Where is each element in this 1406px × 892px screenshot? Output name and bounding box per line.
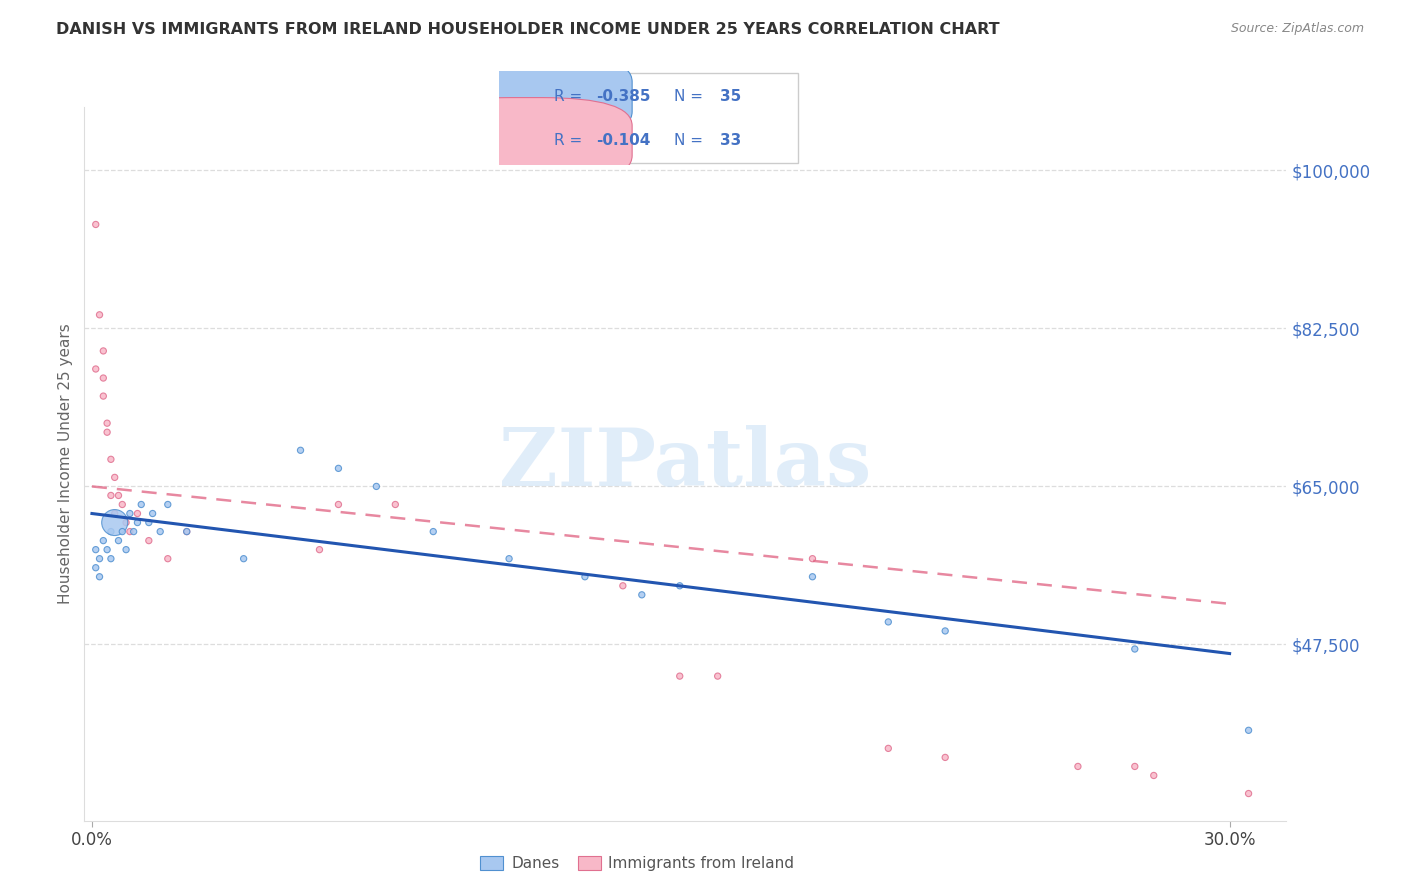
Point	[91, 371, 114, 385]
Point	[142, 507, 165, 521]
Point	[96, 542, 118, 557]
Point	[290, 443, 312, 458]
Point	[104, 516, 127, 530]
Point	[706, 669, 728, 683]
Text: -0.104: -0.104	[596, 133, 650, 148]
Point	[366, 479, 388, 493]
Point	[232, 551, 254, 566]
Point	[1143, 768, 1166, 782]
Point	[668, 579, 690, 593]
Point	[574, 570, 596, 584]
Point	[89, 551, 111, 566]
Point	[107, 488, 129, 502]
Point	[934, 624, 956, 638]
Point	[384, 498, 406, 512]
Point	[877, 741, 900, 756]
Point	[176, 524, 198, 539]
Point	[801, 551, 824, 566]
Point	[156, 551, 179, 566]
FancyBboxPatch shape	[420, 54, 633, 140]
Point	[149, 524, 172, 539]
Point	[118, 524, 141, 539]
Point	[156, 498, 179, 512]
Point	[100, 524, 122, 539]
Point	[107, 533, 129, 548]
Point	[91, 389, 114, 403]
Point	[1067, 759, 1090, 773]
Text: N =: N =	[675, 133, 709, 148]
Point	[96, 416, 118, 430]
Point	[138, 516, 160, 530]
Text: -0.385: -0.385	[596, 89, 651, 104]
Point	[84, 362, 107, 376]
Point	[84, 560, 107, 574]
Point	[176, 524, 198, 539]
Point	[308, 542, 330, 557]
Point	[104, 470, 127, 484]
Point	[630, 588, 652, 602]
Text: 33: 33	[720, 133, 741, 148]
Point	[877, 615, 900, 629]
Point	[801, 570, 824, 584]
Point	[422, 524, 444, 539]
Text: R =: R =	[554, 89, 586, 104]
FancyBboxPatch shape	[420, 97, 633, 184]
Point	[115, 542, 138, 557]
Point	[934, 750, 956, 764]
Legend: Danes, Immigrants from Ireland: Danes, Immigrants from Ireland	[474, 850, 800, 877]
Point	[328, 498, 350, 512]
Text: Source: ZipAtlas.com: Source: ZipAtlas.com	[1230, 22, 1364, 36]
Point	[111, 524, 134, 539]
Point	[138, 533, 160, 548]
Point	[668, 669, 690, 683]
Point	[89, 570, 111, 584]
Point	[104, 507, 127, 521]
Point	[612, 579, 634, 593]
Point	[127, 516, 149, 530]
Point	[498, 551, 520, 566]
Point	[84, 218, 107, 232]
Point	[84, 542, 107, 557]
Point	[1123, 642, 1146, 657]
Point	[100, 551, 122, 566]
Text: N =: N =	[675, 89, 709, 104]
Text: ZIPatlas: ZIPatlas	[499, 425, 872, 503]
FancyBboxPatch shape	[502, 73, 799, 163]
Point	[127, 507, 149, 521]
Point	[118, 507, 141, 521]
Point	[122, 524, 145, 539]
Text: R =: R =	[554, 133, 586, 148]
Point	[100, 488, 122, 502]
Point	[1123, 759, 1146, 773]
Point	[96, 425, 118, 440]
Point	[1237, 787, 1260, 801]
Point	[91, 533, 114, 548]
Point	[100, 452, 122, 467]
Point	[1237, 723, 1260, 738]
Point	[91, 343, 114, 358]
Point	[111, 498, 134, 512]
Point	[328, 461, 350, 475]
Point	[89, 308, 111, 322]
Point	[129, 498, 152, 512]
Text: DANISH VS IMMIGRANTS FROM IRELAND HOUSEHOLDER INCOME UNDER 25 YEARS CORRELATION : DANISH VS IMMIGRANTS FROM IRELAND HOUSEH…	[56, 22, 1000, 37]
Point	[115, 516, 138, 530]
Y-axis label: Householder Income Under 25 years: Householder Income Under 25 years	[58, 324, 73, 604]
Text: 35: 35	[720, 89, 741, 104]
